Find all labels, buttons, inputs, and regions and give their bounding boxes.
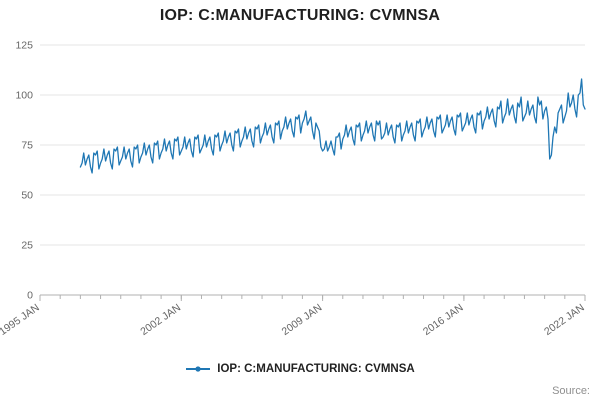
- svg-text:50: 50: [21, 190, 33, 202]
- chart-title: IOP: C:MANUFACTURING: CVMNSA: [159, 7, 441, 24]
- svg-text:2016 JAN: 2016 JAN: [421, 302, 466, 338]
- svg-text:75: 75: [21, 140, 33, 152]
- svg-text:125: 125: [15, 40, 33, 52]
- source-label: Source:: [552, 385, 590, 397]
- svg-text:0: 0: [27, 290, 33, 302]
- svg-text:1995 JAN: 1995 JAN: [0, 302, 42, 338]
- legend-line-icon: [186, 366, 211, 372]
- svg-text:100: 100: [15, 90, 33, 102]
- line-plot: 0 25 50 75 100 125 1995 JAN 2002 JAN 2009 JAN 201…: [0, 40, 587, 338]
- svg-text:2022 JAN: 2022 JAN: [542, 302, 587, 338]
- legend-label: IOP: C:MANUFACTURING: CVMNSA: [217, 363, 415, 375]
- svg-text:2009 JAN: 2009 JAN: [280, 302, 325, 338]
- svg-text:2002 JAN: 2002 JAN: [138, 302, 183, 338]
- legend-item[interactable]: IOP: C:MANUFACTURING: CVMNSA: [0, 363, 600, 375]
- svg-text:25: 25: [21, 240, 33, 252]
